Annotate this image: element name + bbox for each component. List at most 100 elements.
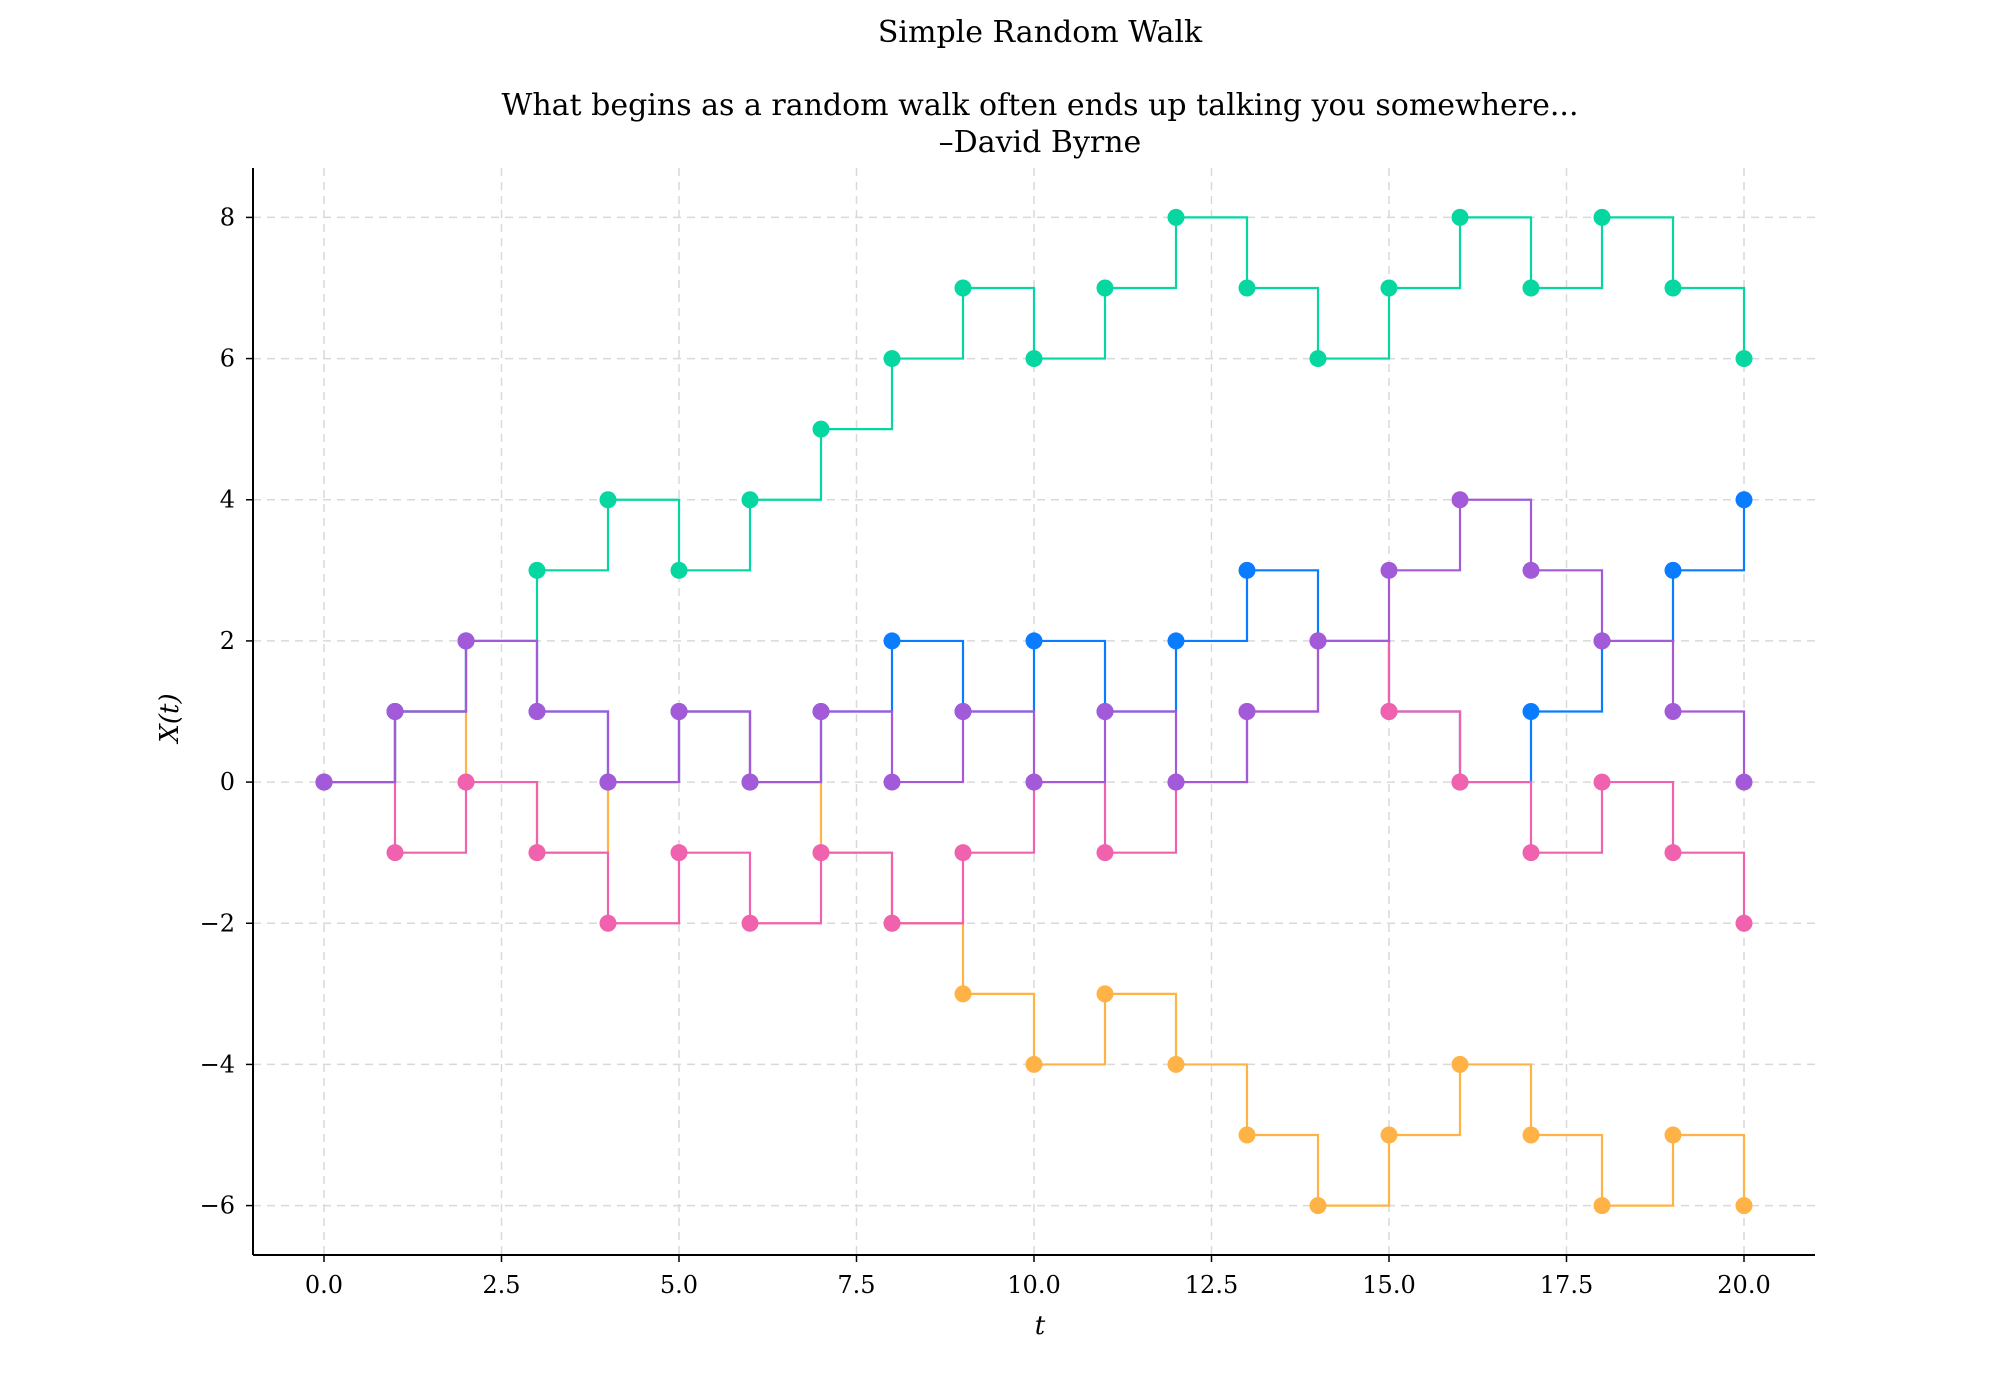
series-1-point bbox=[1025, 350, 1043, 368]
series-5-point bbox=[1238, 703, 1256, 720]
series-5-point bbox=[1522, 561, 1540, 579]
series-5-point bbox=[883, 773, 901, 791]
x-tick-label: 15.0 bbox=[1362, 1271, 1415, 1299]
x-tick-label: 0.0 bbox=[305, 1271, 343, 1299]
series-4-point bbox=[954, 844, 972, 862]
series-2-point bbox=[1593, 1197, 1611, 1215]
series-5-point bbox=[670, 703, 688, 720]
series-5-point bbox=[812, 703, 830, 720]
series-5-point bbox=[386, 703, 404, 720]
series-4-point bbox=[1451, 773, 1469, 791]
y-axis-label: X(t) bbox=[155, 693, 185, 744]
series-1-point bbox=[528, 561, 546, 579]
series-4-point bbox=[812, 844, 830, 862]
series-5-point bbox=[1593, 632, 1611, 650]
y-tick-label: 8 bbox=[220, 203, 235, 231]
series-4-point bbox=[1664, 844, 1682, 862]
series-2-point bbox=[1735, 1197, 1753, 1215]
series-1-point bbox=[1238, 279, 1256, 297]
series-1-point bbox=[1735, 350, 1753, 368]
series-3-point bbox=[1664, 561, 1682, 579]
series-1-point bbox=[741, 491, 759, 509]
series-4-point bbox=[883, 914, 901, 932]
series-1-point bbox=[599, 491, 617, 509]
x-tick-label: 20.0 bbox=[1717, 1271, 1770, 1299]
series-5-point bbox=[1664, 703, 1682, 720]
series-4-point bbox=[457, 773, 475, 791]
series-5-point bbox=[1451, 491, 1469, 509]
y-tick-label: 4 bbox=[220, 486, 235, 514]
series-4-point bbox=[1522, 844, 1540, 862]
series-5-point bbox=[315, 773, 333, 791]
series-4-point bbox=[1593, 773, 1611, 791]
y-tick-label: 2 bbox=[220, 627, 235, 655]
y-tick-label: 0 bbox=[220, 768, 235, 796]
chart-subtitle-line-1: What begins as a random walk often ends … bbox=[501, 88, 1578, 123]
series-3-point bbox=[1522, 703, 1540, 720]
x-tick-label: 10.0 bbox=[1007, 1271, 1060, 1299]
series-5-point bbox=[528, 703, 546, 720]
series-3-point bbox=[883, 632, 901, 650]
x-tick-label: 12.5 bbox=[1185, 1271, 1238, 1299]
series-5-point bbox=[1309, 632, 1327, 650]
x-axis-label: t bbox=[1035, 1311, 1046, 1341]
y-tick-label: −6 bbox=[200, 1192, 235, 1220]
series-2-point bbox=[1309, 1197, 1327, 1215]
series-2-point bbox=[1451, 1055, 1469, 1073]
axes: 0.0 2.5 5.0 7.5 10.0 12.5 15.0 17.5 20.0 −6 −4 −2 0 2… bbox=[200, 168, 1815, 1299]
series-1-point bbox=[1664, 279, 1682, 297]
series-5-point bbox=[1167, 773, 1185, 791]
x-tick-label: 17.5 bbox=[1540, 1271, 1593, 1299]
series-3-point bbox=[1025, 632, 1043, 650]
series-4-point bbox=[1735, 914, 1753, 932]
series-3-point bbox=[1735, 491, 1753, 509]
y-tick-label: −4 bbox=[200, 1050, 235, 1078]
series-2-point bbox=[1380, 1126, 1398, 1144]
series-5 bbox=[315, 491, 1753, 791]
series-4-point bbox=[1096, 844, 1114, 862]
y-tick-label: 6 bbox=[220, 345, 235, 373]
series-2-point bbox=[1664, 1126, 1682, 1144]
series-5-point bbox=[457, 632, 475, 650]
x-tick-label: 5.0 bbox=[660, 1271, 698, 1299]
series-2-point bbox=[1025, 1055, 1043, 1073]
series-1-point bbox=[1309, 350, 1327, 368]
series-4-point bbox=[386, 844, 404, 862]
series-5-point bbox=[1025, 773, 1043, 791]
series-1-point bbox=[1451, 208, 1469, 226]
y-tick-label: −2 bbox=[200, 909, 235, 937]
series-2-point bbox=[1522, 1126, 1540, 1144]
chart-title: Simple Random Walk bbox=[878, 15, 1203, 50]
series-5-point bbox=[954, 703, 972, 720]
series-2-point bbox=[1238, 1126, 1256, 1144]
series-5-point bbox=[741, 773, 759, 791]
series-4-point bbox=[741, 914, 759, 932]
x-tick-label: 2.5 bbox=[482, 1271, 520, 1299]
series-2-point bbox=[1167, 1055, 1185, 1073]
series-3-point bbox=[1167, 632, 1185, 650]
series-1-point bbox=[812, 420, 830, 438]
series-1-point bbox=[1380, 279, 1398, 297]
series-4-point bbox=[670, 844, 688, 862]
series-2-point bbox=[954, 985, 972, 1003]
series-4-point bbox=[599, 914, 617, 932]
series-5-point bbox=[599, 773, 617, 791]
series-5-point bbox=[1380, 561, 1398, 579]
series-5-point bbox=[1096, 703, 1114, 720]
series-4-point bbox=[528, 844, 546, 862]
series-layer bbox=[315, 208, 1753, 1215]
series-1-point bbox=[1167, 208, 1185, 226]
series-3-point bbox=[1238, 561, 1256, 579]
x-tick-label: 7.5 bbox=[837, 1271, 875, 1299]
series-1-point bbox=[1593, 208, 1611, 226]
series-4-point bbox=[1380, 703, 1398, 720]
series-1-point bbox=[670, 561, 688, 579]
series-1-point bbox=[1096, 279, 1114, 297]
series-1-point bbox=[954, 279, 972, 297]
series-5-point bbox=[1735, 773, 1753, 791]
series-1-point bbox=[1522, 279, 1540, 297]
series-1-point bbox=[883, 350, 901, 368]
series-2-point bbox=[1096, 985, 1114, 1003]
chart-subtitle-line-2: –David Byrne bbox=[939, 125, 1142, 160]
